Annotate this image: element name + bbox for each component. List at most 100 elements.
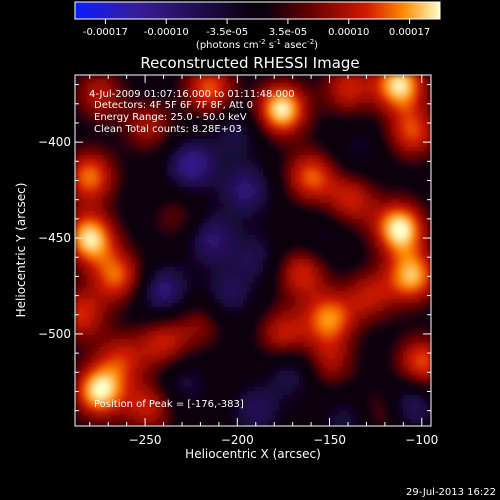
heatmap-cell xyxy=(211,175,216,180)
heatmap-cell xyxy=(287,203,292,208)
heatmap-cell xyxy=(83,279,88,284)
heatmap-cell xyxy=(227,127,232,132)
heatmap-cell xyxy=(219,155,224,160)
heatmap-cell xyxy=(295,159,300,164)
heatmap-cell xyxy=(355,143,360,148)
heatmap-cell xyxy=(219,239,224,244)
heatmap-cell xyxy=(375,187,380,192)
heatmap-cell xyxy=(227,79,232,84)
heatmap-cell xyxy=(243,235,248,240)
heatmap-cell xyxy=(355,191,360,196)
heatmap-cell xyxy=(215,247,220,252)
heatmap-cell xyxy=(111,215,116,220)
heatmap-cell xyxy=(91,247,96,252)
heatmap-cell xyxy=(127,135,132,140)
heatmap-cell xyxy=(295,175,300,180)
heatmap-cell xyxy=(207,139,212,144)
heatmap-cell xyxy=(127,287,132,292)
heatmap-cell xyxy=(199,219,204,224)
heatmap-cell xyxy=(219,287,224,292)
heatmap-cell xyxy=(219,259,224,264)
heatmap-cell xyxy=(399,203,404,208)
heatmap-cell xyxy=(95,247,100,252)
heatmap-cell xyxy=(427,155,431,160)
heatmap-cell xyxy=(415,259,420,264)
heatmap-cell xyxy=(195,295,200,300)
heatmap-cell xyxy=(375,183,380,188)
heatmap-cell xyxy=(75,143,80,148)
heatmap-cell xyxy=(195,191,200,196)
heatmap-cell xyxy=(135,95,140,100)
heatmap-cell xyxy=(115,135,120,140)
heatmap-cell xyxy=(283,199,288,204)
heatmap-cell xyxy=(275,259,280,264)
heatmap-cell xyxy=(339,95,344,100)
heatmap-cell xyxy=(423,119,428,124)
heatmap-cell xyxy=(155,135,160,140)
heatmap-cell xyxy=(131,151,136,156)
heatmap-cell xyxy=(423,175,428,180)
heatmap-cell xyxy=(243,251,248,256)
heatmap-cell xyxy=(91,107,96,112)
heatmap-cell xyxy=(399,283,404,288)
heatmap-cell xyxy=(251,251,256,256)
heatmap-cell xyxy=(399,215,404,220)
heatmap-cell xyxy=(183,203,188,208)
heatmap-cell xyxy=(75,99,80,104)
heatmap-cell xyxy=(167,235,172,240)
heatmap-cell xyxy=(267,207,272,212)
heatmap-cell xyxy=(199,171,204,176)
heatmap-cell xyxy=(75,139,80,144)
heatmap-cell xyxy=(87,147,92,152)
heatmap-cell xyxy=(407,127,412,132)
heatmap-cell xyxy=(315,203,320,208)
heatmap-cell xyxy=(259,175,264,180)
heatmap-cell xyxy=(111,187,116,192)
heatmap-cell xyxy=(395,187,400,192)
heatmap-cell xyxy=(311,107,316,112)
heatmap-cell xyxy=(363,143,368,148)
heatmap-cell xyxy=(203,227,208,232)
heatmap-cell xyxy=(375,267,380,272)
heatmap-cell xyxy=(379,207,384,212)
heatmap-cell xyxy=(311,195,316,200)
heatmap-cell xyxy=(327,271,332,276)
heatmap-cell xyxy=(335,211,340,216)
heatmap-cell xyxy=(211,223,216,228)
heatmap-cell xyxy=(347,227,352,232)
heatmap-cell xyxy=(267,275,272,280)
heatmap-cell xyxy=(351,255,356,260)
heatmap-cell xyxy=(103,139,108,144)
heatmap-cell xyxy=(351,235,356,240)
heatmap-cell xyxy=(219,271,224,276)
heatmap-cell xyxy=(423,195,428,200)
heatmap-cell xyxy=(323,163,328,168)
heatmap-cell xyxy=(323,159,328,164)
heatmap-cell xyxy=(347,295,352,300)
heatmap-cell xyxy=(175,143,180,148)
heatmap-cell xyxy=(367,75,372,80)
heatmap-cell xyxy=(139,227,144,232)
heatmap-cell xyxy=(139,183,144,188)
heatmap-cell xyxy=(315,239,320,244)
heatmap-cell xyxy=(315,219,320,224)
heatmap-cell xyxy=(215,191,220,196)
heatmap-cell xyxy=(411,159,416,164)
heatmap-cell xyxy=(195,219,200,224)
heatmap-cell xyxy=(307,79,312,84)
heatmap-cell xyxy=(263,227,268,232)
heatmap-cell xyxy=(323,123,328,128)
heatmap-cell xyxy=(291,171,296,176)
heatmap-cell xyxy=(247,287,252,292)
heatmap-cell xyxy=(379,175,384,180)
heatmap-cell xyxy=(403,255,408,260)
heatmap-cell xyxy=(223,295,228,300)
heatmap-cell xyxy=(91,95,96,100)
heatmap-cell xyxy=(207,259,212,264)
heatmap-cell xyxy=(327,83,332,88)
heatmap-cell xyxy=(223,199,228,204)
heatmap-cell xyxy=(255,203,260,208)
heatmap-cell xyxy=(355,207,360,212)
heatmap-cell xyxy=(307,207,312,212)
heatmap-cell xyxy=(167,155,172,160)
